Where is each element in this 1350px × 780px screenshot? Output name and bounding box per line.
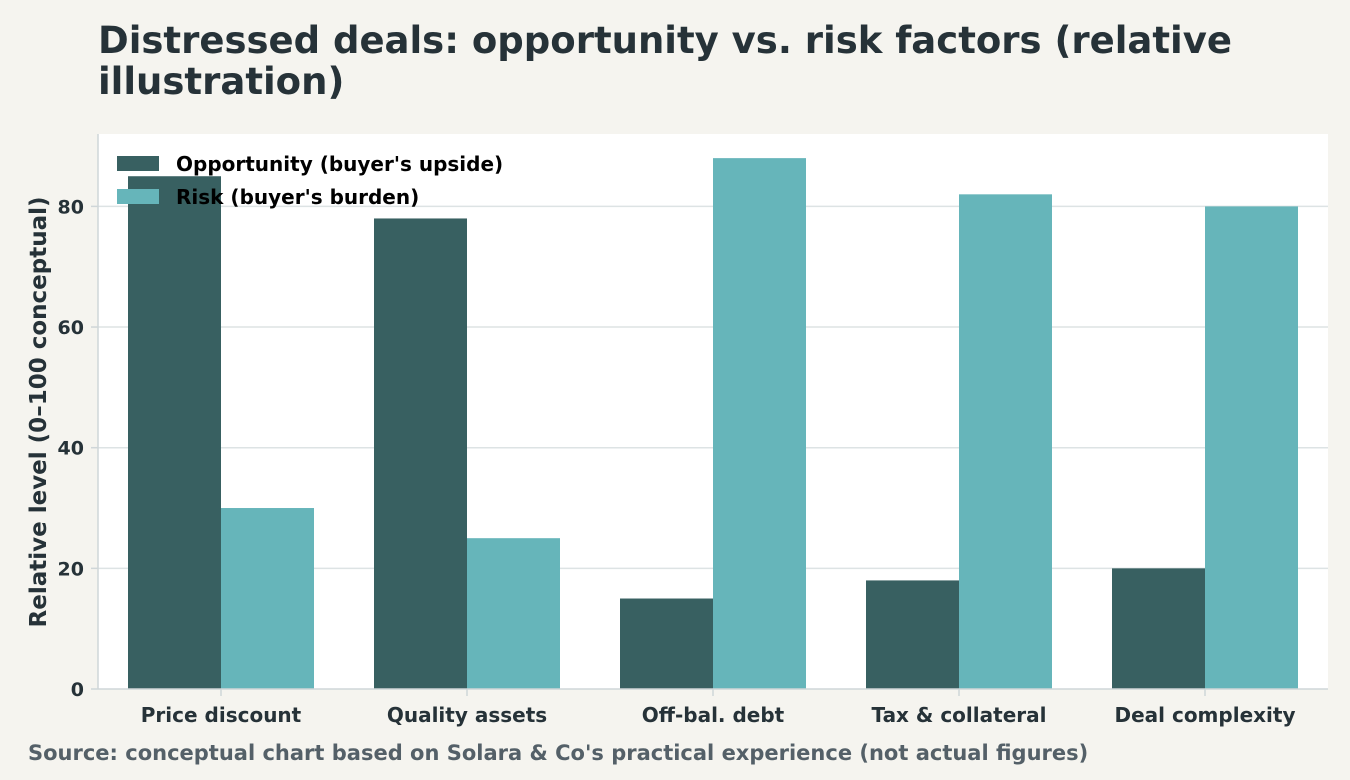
bar-risk: [713, 158, 806, 689]
y-axis-label: Relative level (0–100 conceptual): [26, 197, 52, 628]
legend-label: Risk (buyer's burden): [176, 185, 419, 209]
bar-opportunity: [620, 598, 713, 689]
bar-risk: [467, 538, 560, 689]
bar-opportunity: [1112, 568, 1205, 689]
x-tick-label: Price discount: [141, 703, 302, 727]
y-tick-label: 0: [71, 679, 84, 701]
chart-title: Distressed deals: opportunity vs. risk f…: [98, 19, 1232, 103]
legend-swatch: [117, 156, 159, 171]
legend-label: Opportunity (buyer's upside): [176, 152, 503, 176]
bar-risk: [1205, 206, 1298, 690]
bars: [128, 158, 1298, 690]
bar-opportunity: [866, 580, 959, 689]
y-tick-label: 20: [58, 558, 84, 580]
bar-risk: [959, 194, 1052, 689]
x-tick-label: Deal complexity: [1114, 703, 1295, 727]
y-tick-label: 40: [58, 438, 84, 460]
legend-swatch: [117, 189, 159, 204]
legend: Opportunity (buyer's upside) Risk (buyer'…: [117, 152, 503, 209]
axes: 0 20 40 60 80 Price discount Quality assets Off…: [58, 134, 1328, 727]
source-note: Source: conceptual chart based on Solara…: [28, 741, 1089, 765]
bar-risk: [221, 508, 314, 689]
x-tick-label: Quality assets: [387, 703, 547, 727]
x-tick-label: Off-bal. debt: [642, 703, 785, 727]
bar-opportunity: [128, 176, 221, 689]
x-tick-label: Tax & collateral: [872, 703, 1047, 727]
bar-opportunity: [374, 218, 467, 689]
y-tick-label: 80: [58, 196, 84, 218]
y-tick-label: 60: [58, 317, 84, 339]
